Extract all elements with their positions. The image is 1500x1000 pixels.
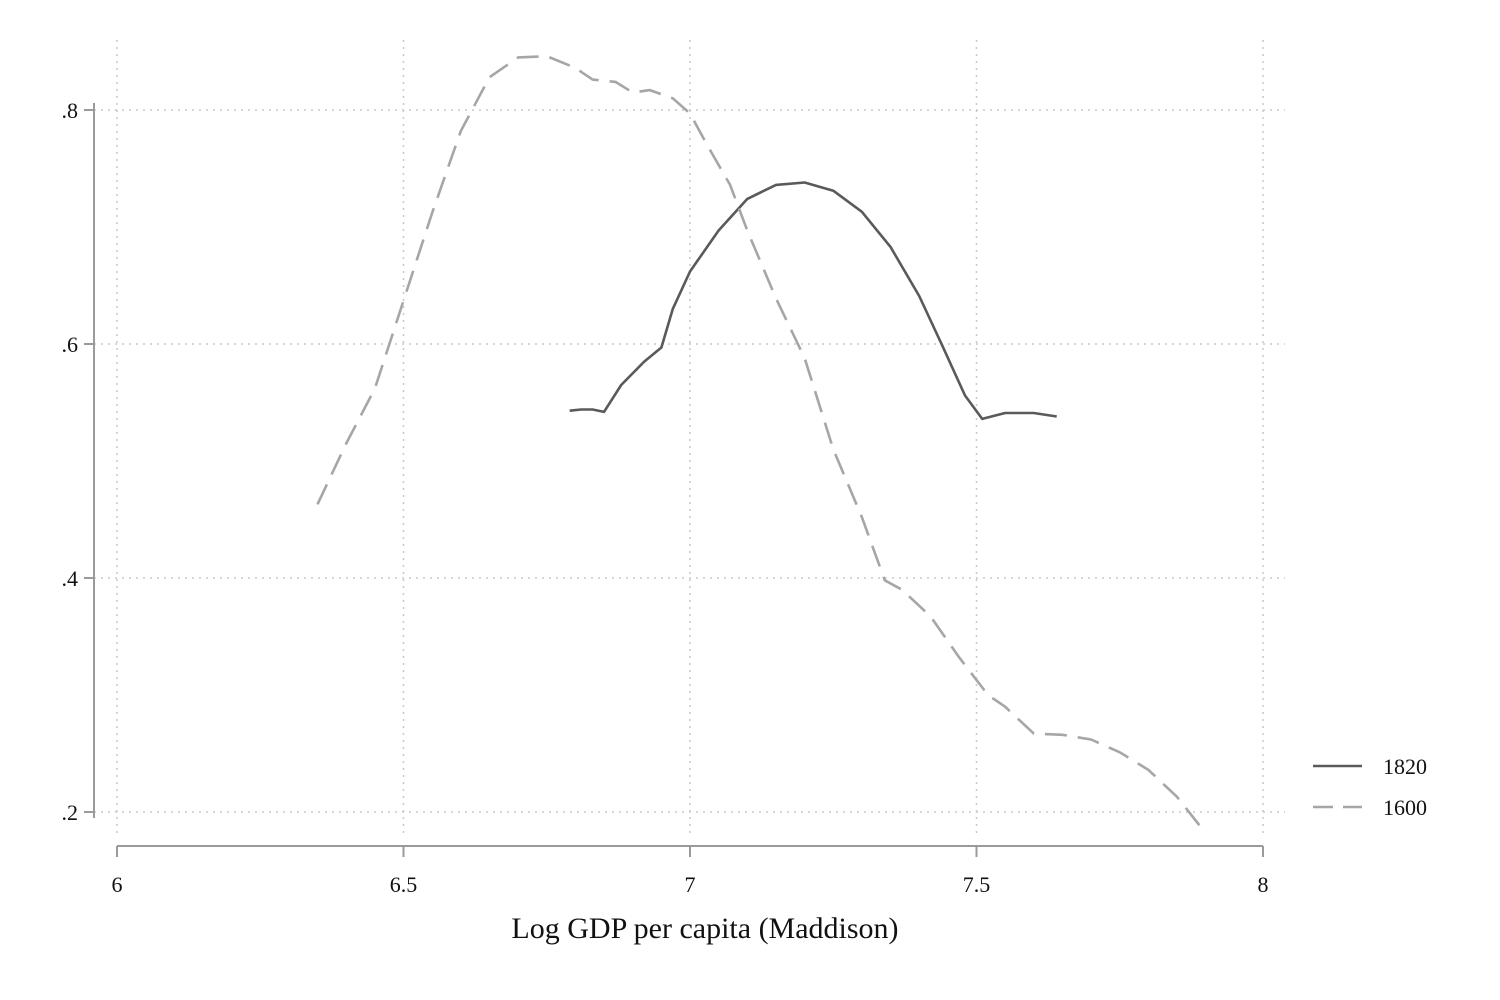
y-tick-label: .4 bbox=[62, 566, 79, 591]
y-tick-label: .6 bbox=[62, 332, 79, 357]
gridlines bbox=[94, 40, 1285, 836]
y-tick-label: .8 bbox=[62, 98, 79, 123]
series-line-1600 bbox=[316, 54, 1202, 827]
legend: 1820 1600 bbox=[1313, 754, 1427, 820]
series-lines bbox=[316, 54, 1202, 827]
x-tick-label: 6 bbox=[112, 872, 123, 897]
tick-marks-and-labels: .2 .4 .6 .8 6 6.5 7 7.5 8 bbox=[62, 98, 1269, 897]
y-tick-label: .2 bbox=[62, 800, 79, 825]
legend-label-1820: 1820 bbox=[1383, 754, 1427, 779]
x-axis-title: Log GDP per capita (Maddison) bbox=[511, 912, 898, 945]
legend-label-1600: 1600 bbox=[1383, 795, 1427, 820]
x-tick-label: 7.5 bbox=[963, 872, 991, 897]
axes bbox=[93, 103, 1263, 847]
series-line-1820 bbox=[569, 181, 1057, 421]
x-tick-label: 7 bbox=[685, 872, 696, 897]
x-tick-label: 8 bbox=[1258, 872, 1269, 897]
x-tick-label: 6.5 bbox=[390, 872, 418, 897]
